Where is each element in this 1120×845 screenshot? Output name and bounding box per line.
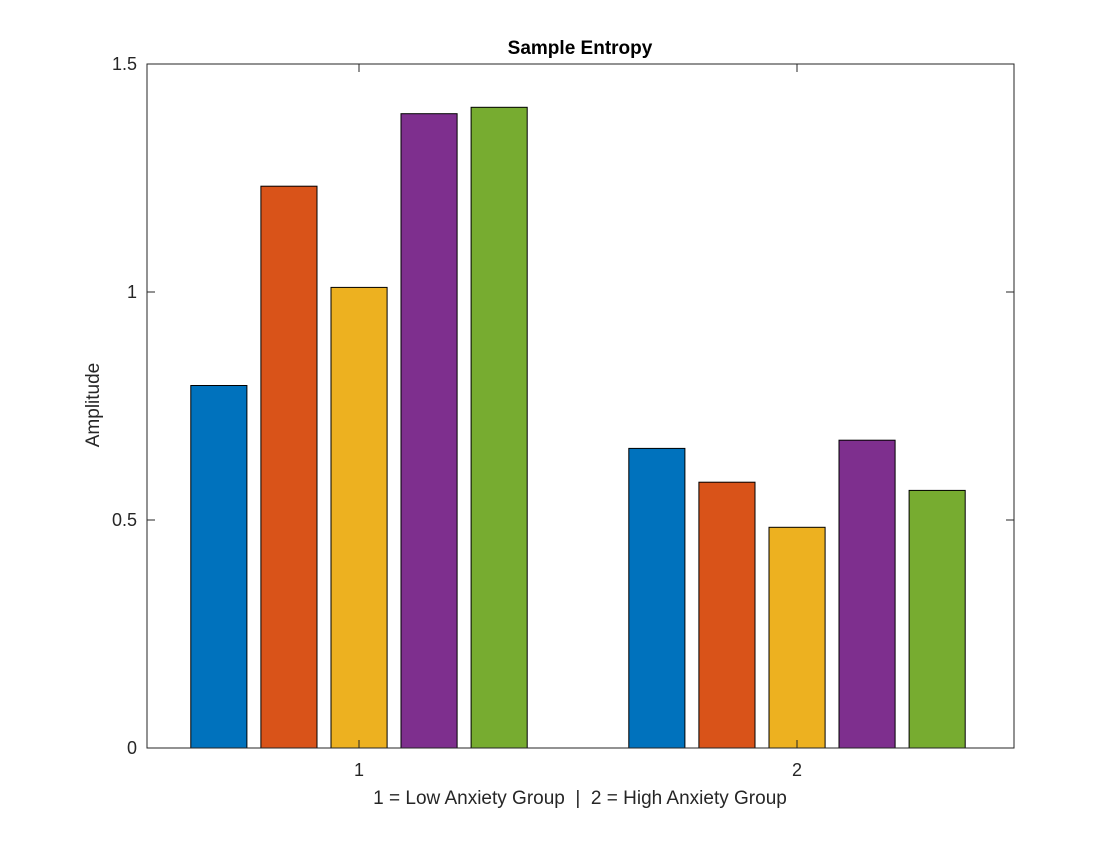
- plot-frame: [146, 63, 1015, 749]
- bar-series5-cat2: [908, 489, 966, 749]
- x-tick-label: 2: [792, 760, 802, 780]
- bar-series3-cat2: [768, 526, 826, 749]
- y-tick-label: 1: [127, 282, 137, 302]
- y-tick-label: 0: [127, 738, 137, 758]
- bar-series3-cat1: [330, 286, 388, 749]
- y-axis-label: Amplitude: [83, 363, 104, 448]
- bar-series1-cat2: [628, 447, 686, 749]
- bar-series4-cat1: [400, 113, 458, 749]
- x-axis-label: 1 = Low Anxiety Group | 2 = High Anxiety…: [373, 788, 787, 809]
- bar-series2-cat2: [698, 481, 756, 749]
- x-tick-label: 1: [354, 760, 364, 780]
- y-tick-label: 1.5: [112, 54, 137, 74]
- y-tick-label: 0.5: [112, 510, 137, 530]
- bar-series2-cat1: [260, 185, 318, 749]
- chart-title: Sample Entropy: [508, 38, 653, 59]
- bar-series5-cat1: [470, 106, 528, 749]
- bar-series1-cat1: [190, 385, 248, 749]
- bar-series4-cat2: [838, 439, 896, 749]
- plot-area: 0 0.5 1 1.5 1 2: [112, 54, 1015, 780]
